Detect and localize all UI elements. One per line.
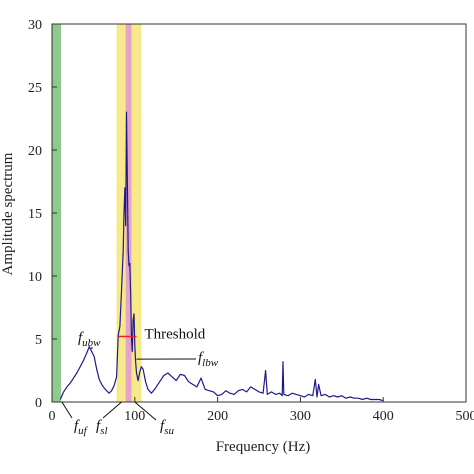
x-tick-label: 100 xyxy=(124,409,145,424)
x-tick-label: 0 xyxy=(49,409,56,424)
annotation-lbw: flbw xyxy=(198,350,219,369)
series-line-0 xyxy=(59,111,384,402)
annotation-sl: fsl xyxy=(96,418,108,437)
annotation-uf: fuf xyxy=(74,418,89,437)
y-axis-title: Amplitude spectrum xyxy=(0,152,16,275)
y-tick-label: 30 xyxy=(28,18,42,33)
threshold-label: Threshold xyxy=(144,326,205,342)
threshold-layer: Threshold xyxy=(118,326,206,342)
x-tick-label: 300 xyxy=(290,409,311,424)
y-tick-label: 10 xyxy=(28,270,42,285)
annotation-leader-su xyxy=(134,401,157,421)
y-tick-label: 25 xyxy=(28,81,42,96)
y-tick-label: 5 xyxy=(35,333,42,348)
annotation-ubw: fubw xyxy=(78,330,101,349)
annotation-su: fsu xyxy=(160,418,174,437)
y-tick-label: 0 xyxy=(35,396,42,411)
plot-frame xyxy=(51,23,467,403)
band-2 xyxy=(125,24,132,402)
x-tick-label: 400 xyxy=(373,409,394,424)
axes: 0 100 200 300 400 500 0 5 10 15 20 25 30 xyxy=(28,18,474,424)
y-tick-label: 20 xyxy=(28,144,42,159)
x-axis-title: Frequency (Hz) xyxy=(216,439,311,455)
annotation-leader-sl xyxy=(102,401,122,419)
annotations: fubw flbw fuf fsl fsu xyxy=(61,330,219,437)
annotation-leader-uf xyxy=(61,401,73,419)
series-layer xyxy=(59,111,384,402)
x-tick-label: 200 xyxy=(207,409,228,424)
y-tick-label: 15 xyxy=(28,207,42,222)
x-tick-label: 500 xyxy=(456,409,474,424)
